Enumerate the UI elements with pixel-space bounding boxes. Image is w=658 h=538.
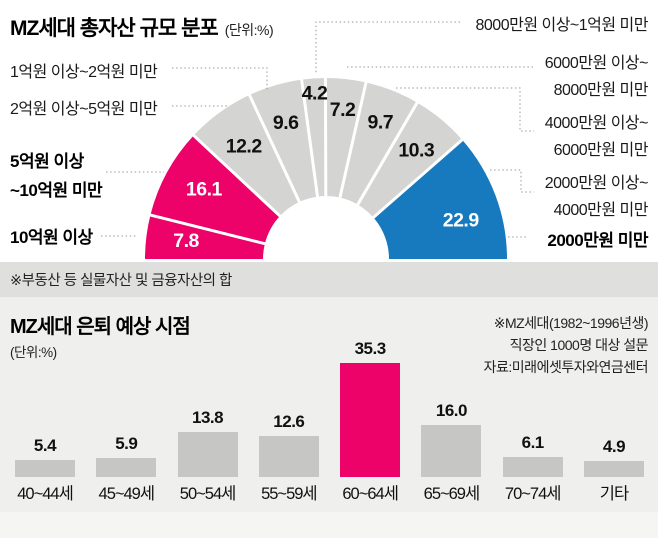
retirement-chart-note: ※MZ세대(1982~1996년생) 직장인 1000명 대상 설문 자료:미래… [483,315,649,375]
bar-column-55-59: 12.6 [258,412,319,477]
bar [177,432,238,477]
bar-value: 13.8 [192,408,224,427]
bar-category: 40~44세 [17,485,74,503]
bar-category: 55~59세 [261,485,318,503]
donut-segment-value: 16.1 [186,179,223,201]
donut-value-labels: 7.8 16.112.2 9.64.27.2 9.710.3 22.9 [173,82,480,252]
donut-segment-value: 9.7 [367,111,393,133]
bar-column-45-49: 5.9 [96,434,157,477]
donut-segment [193,94,300,217]
donut-segment-value: 12.2 [226,136,263,158]
segment-divider [191,133,282,218]
donut-segment-value: 10.3 [398,139,435,161]
bar-category-axis: 40~44세 45~49세 50~54세 55~59세 60~64세 65~69… [15,480,644,504]
bar-column-70-74: 6.1 [502,433,563,477]
segment-divider [338,81,368,199]
donut-segment-value: 4.2 [302,82,328,104]
bar [258,436,319,477]
bar-value: 4.9 [602,437,626,456]
bar [15,460,75,477]
bar-column-60-64: 35.3 [340,339,401,477]
donut-segment-value: 7.2 [330,99,356,121]
segment-label-2000to4000: 2000만원 이상~ 4000만원 미만 [544,175,649,219]
segment-divider [371,137,464,220]
bar [502,457,563,477]
bar-value: 35.3 [354,339,387,358]
leader-line [490,169,534,193]
asset-chart-unit: (단위:%) [224,22,274,38]
bottom-margin-strip [0,512,658,538]
segment-label-4000to6000: 4000만원 이상~ 6000만원 미만 [544,115,649,159]
donut-segment [301,78,326,197]
donut-segment-value: 22.9 [443,210,480,232]
retirement-bar-chart: 5.4 5.9 13.8 12.6 35.3 16.0 [15,337,644,477]
bar [340,363,401,477]
bar-value: 16.0 [435,401,468,420]
segment-label-over10: 10억원 이상 [10,228,93,247]
bar-category: 50~54세 [179,485,237,503]
donut-segment-value: 7.8 [173,230,199,252]
bar-column-50-54: 13.8 [177,408,238,477]
asset-donut-chart: 7.8 16.112.2 9.64.27.2 9.710.3 22.9 [101,21,534,259]
bar-value: 5.9 [115,434,138,453]
segment-label-under2000: 2000만원 미만 [547,231,648,250]
asset-chart-header: MZ세대 총자산 규모 분포 (단위:%) [10,12,274,42]
donut-segment [249,79,318,202]
bar-value: 6.1 [521,433,545,452]
segment-label-8000to1: 8000만원 이상~1억원 미만 [475,17,649,34]
donut-wedges [145,76,507,259]
segment-divider [300,78,320,198]
bar [583,461,644,477]
asset-chart-title: MZ세대 총자산 규모 분포 [10,17,219,40]
leader-line [315,21,460,74]
donut-segment-value: 9.6 [273,112,299,134]
footnote-text: ※부동산 등 실물자산 및 금융자산의 합 [10,273,232,289]
retirement-chart-title: MZ세대 은퇴 예상 시점 [10,316,191,338]
bar-category: 70~74세 [504,485,562,503]
footnote-band: ※부동산 등 실물자산 및 금융자산의 합 [0,262,658,297]
asset-distribution-section: 7.8 16.1 12.2 9.6 4.2 7.2 9.7 10.3 22.9 MZ세대 총자산… [0,0,658,262]
donut-segment [357,102,463,218]
bar [96,458,157,477]
donut-segment [325,78,367,198]
bar [421,425,482,477]
bar-column-etc: 4.9 [583,437,644,477]
leader-line [172,67,268,92]
bar-column-40-44: 5.4 [15,436,75,477]
bar-category: 60~64세 [342,485,399,503]
bar-value: 5.4 [33,436,57,455]
donut-segment [145,215,265,259]
bar-category: 65~69세 [423,485,481,503]
donut-segment [373,139,507,259]
retirement-section: MZ세대 은퇴 예상 시점 (단위:%) ※MZ세대(1982~1996년생) … [0,297,658,538]
leader-lines [101,21,534,238]
segment-label-5to10: 5억원 이상 ~10억원 미만 [10,152,103,200]
segment-divider [355,101,419,207]
leader-line [396,87,534,132]
bar-category: 기타 [599,485,629,503]
segment-label-6000to8000: 6000만원 이상~ 8000만원 미만 [544,55,649,99]
retirement-chart-unit: (단위:%) [10,345,57,360]
segment-label-1to2: 1억원 이상~2억원 미만 [10,64,158,81]
segment-divider [247,93,302,204]
segment-label-2to5: 2억원 이상~5억원 미만 [10,101,158,118]
bar-value: 12.6 [273,412,305,431]
segment-divider [149,213,267,246]
bar-column-65-69: 16.0 [421,401,482,477]
bar-category: 45~49세 [98,485,156,503]
donut-segment [150,135,280,244]
